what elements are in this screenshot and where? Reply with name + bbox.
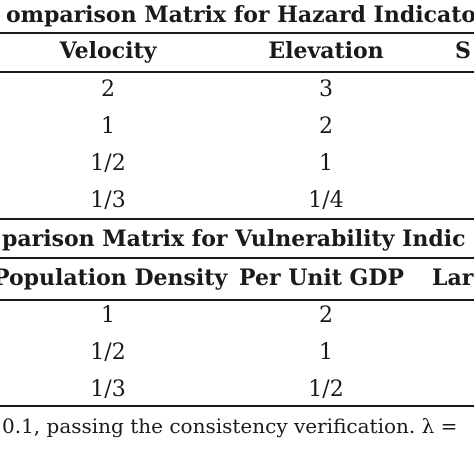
hazard-bottom-rule: [0, 218, 474, 220]
vulnerability-title-rule: [0, 257, 474, 259]
vulnerability-cell-r1c1: 1: [101, 303, 115, 328]
hazard-cell-r1c2: 3: [319, 77, 333, 102]
vulnerability-cell-r3c1: 1/3: [90, 377, 126, 402]
hazard-cell-r3c2: 1: [319, 151, 333, 176]
vulnerability-header-per-unit-gdp: Per Unit GDP: [239, 265, 404, 291]
hazard-header-elevation: Elevation: [268, 38, 384, 64]
vulnerability-header-truncated: Lar: [432, 265, 474, 291]
vulnerability-cell-r2c2: 1: [319, 340, 333, 365]
hazard-header-rule: [0, 71, 474, 73]
hazard-header-truncated: S: [455, 38, 471, 64]
hazard-header-velocity: Velocity: [59, 38, 157, 64]
hazard-cell-r4c1: 1/3: [90, 188, 126, 213]
vulnerability-header-population-density: Population Density: [0, 265, 228, 291]
hazard-cell-r4c2: 1/4: [308, 188, 344, 213]
vulnerability-cell-r1c2: 2: [319, 303, 333, 328]
table-footnote: 0.1, passing the consistency verificatio…: [2, 414, 458, 438]
hazard-cell-r2c2: 2: [319, 114, 333, 139]
hazard-title-rule: [0, 32, 474, 34]
vulnerability-cell-r3c2: 1/2: [308, 377, 344, 402]
vulnerability-table-title: parison Matrix for Vulnerability Indic: [2, 226, 466, 252]
hazard-cell-r3c1: 1/2: [90, 151, 126, 176]
hazard-cell-r2c1: 1: [101, 114, 115, 139]
vulnerability-cell-r2c1: 1/2: [90, 340, 126, 365]
hazard-cell-r1c1: 2: [101, 77, 115, 102]
vulnerability-bottom-rule: [0, 405, 474, 407]
vulnerability-header-rule: [0, 299, 474, 301]
hazard-table-title: omparison Matrix for Hazard Indicato: [6, 2, 474, 28]
